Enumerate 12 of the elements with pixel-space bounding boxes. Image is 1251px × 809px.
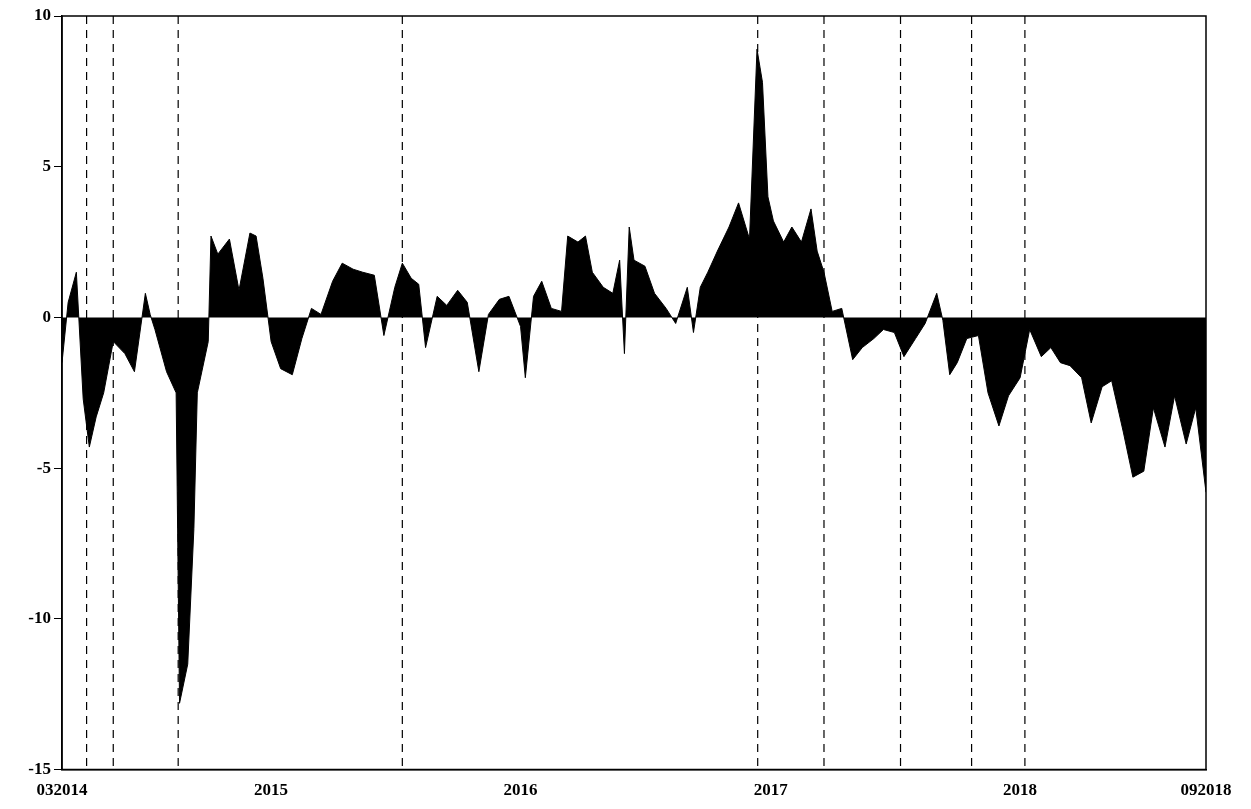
y-tick-label: -10: [28, 608, 51, 628]
y-tick-label: -5: [36, 457, 51, 477]
y-tick-label: 5: [42, 156, 51, 176]
x-tick-label: 2016: [503, 780, 538, 800]
x-tick-label: 032014: [36, 780, 88, 800]
x-tick-label: 2018: [1003, 780, 1038, 800]
y-tick-label: 0: [42, 306, 51, 326]
x-tick-label: 2015: [254, 780, 289, 800]
y-tick-label: -15: [28, 758, 51, 778]
y-tick-label: 10: [34, 5, 51, 25]
x-tick-label: 092018: [1180, 780, 1232, 800]
x-tick-label: 2017: [753, 780, 789, 800]
